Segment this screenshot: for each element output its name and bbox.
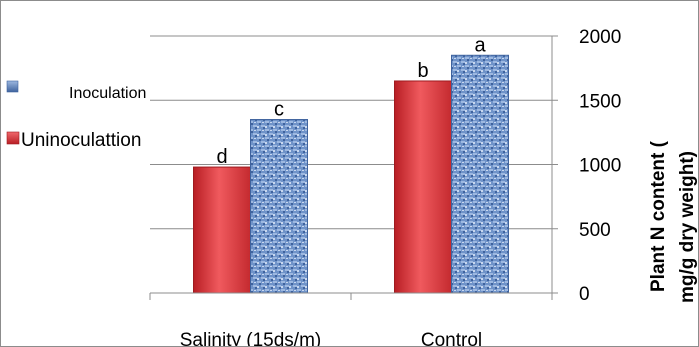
legend-swatch-inoculation (6, 80, 19, 93)
y-axis-title-line-1: Plant N content ( (648, 140, 669, 292)
legend-label-uninoculattion: Uninoculattion (21, 130, 141, 151)
bars (193, 54, 509, 294)
bar-inoculation-2 (451, 54, 509, 294)
legend: Inoculation Uninoculattion (6, 80, 146, 151)
bar-uninoculattion-2 (394, 80, 452, 294)
legend-swatch-uninoculattion (6, 131, 20, 145)
x-category-label-1: Salinity (15ds/m) (180, 330, 322, 347)
bar-uninoculattion-1 (193, 166, 251, 294)
data-label-inoculation-1: c (274, 99, 284, 121)
x-category-label-2: Control (421, 330, 482, 347)
labels: 0 500 1000 1500 2000 d c Salinity (15ds/m) b a Con… (180, 27, 622, 347)
y-axis-title-line-2: mg/g dry weight) (677, 151, 698, 303)
data-label-uninoculattion-1: d (216, 146, 227, 168)
bar-inoculation-1 (250, 119, 308, 294)
y-tick-label-500: 500 (579, 220, 611, 241)
data-label-inoculation-2: a (474, 34, 486, 56)
y-tick-label-2000: 2000 (579, 27, 621, 48)
axes (149, 35, 558, 300)
y-tick-label-1000: 1000 (579, 156, 621, 177)
legend-label-inoculation: Inoculation (69, 85, 146, 102)
data-label-uninoculattion-2: b (417, 60, 428, 82)
y-tick-label-1500: 1500 (579, 91, 621, 112)
y-tick-label-0: 0 (579, 284, 590, 305)
